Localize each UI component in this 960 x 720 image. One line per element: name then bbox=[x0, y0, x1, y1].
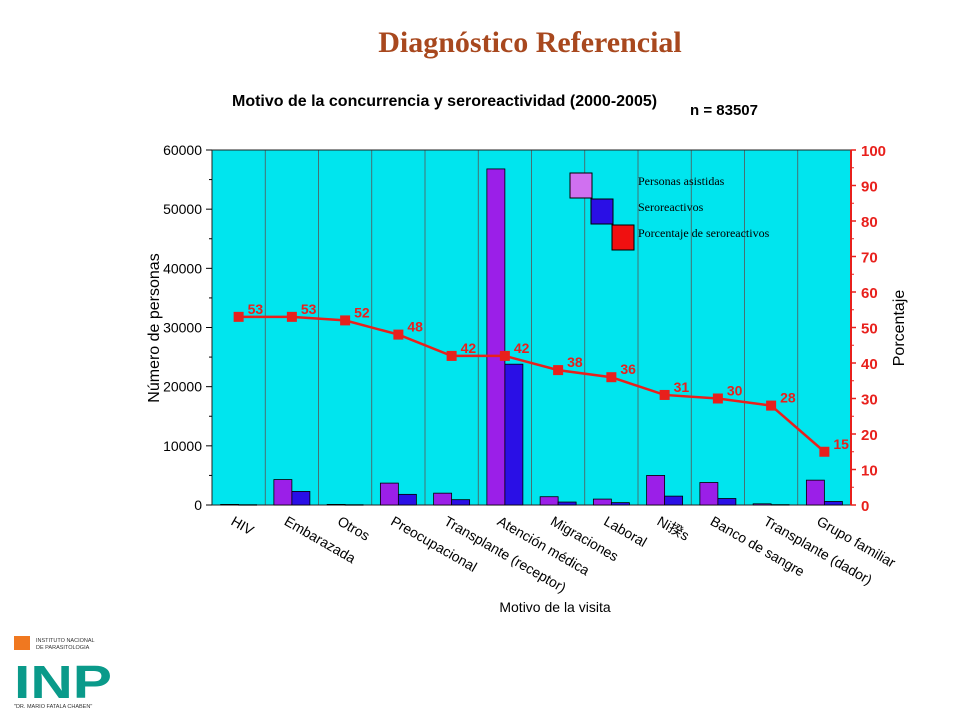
legend-swatch bbox=[611, 224, 635, 251]
bar-asistidas bbox=[220, 504, 240, 506]
percentage-marker bbox=[712, 393, 723, 404]
y2-axis-label: Porcentaje bbox=[891, 290, 908, 367]
percentage-marker bbox=[446, 350, 457, 361]
bar-asistidas bbox=[273, 479, 293, 506]
chart-plot: 0 10000 20000 30000 40000 50000 60000 0 10 20 30 40… bbox=[163, 142, 899, 596]
bar-seroreactivos bbox=[504, 363, 524, 506]
percentage-data-label: 53 bbox=[248, 301, 264, 317]
bar-asistidas bbox=[326, 504, 346, 506]
y2-tick-label: 0 bbox=[861, 498, 869, 515]
y2-tick-label: 20 bbox=[861, 427, 878, 444]
y-axis-label: Número de personas bbox=[146, 253, 163, 402]
percentage-data-label: 30 bbox=[727, 383, 743, 399]
x-axis-label: Motivo de la visita bbox=[499, 599, 610, 615]
percentage-data-label: 53 bbox=[301, 301, 317, 317]
logo-line-3: "DR. MARIO FATALA CHABEN" bbox=[14, 704, 92, 710]
sample-size: n = 83507 bbox=[690, 102, 758, 119]
y2-tick-label: 80 bbox=[861, 214, 878, 231]
logo-letters: INP bbox=[14, 656, 112, 708]
bar-seroreactivos bbox=[717, 498, 737, 506]
percentage-data-label: 42 bbox=[461, 340, 477, 356]
bar-asistidas bbox=[699, 482, 719, 506]
bar-seroreactivos bbox=[451, 499, 471, 506]
y2-tick-label: 50 bbox=[861, 321, 878, 338]
percentage-marker bbox=[606, 372, 617, 383]
percentage-marker bbox=[233, 311, 244, 322]
x-tick-label: Ni揆s bbox=[655, 513, 693, 544]
y-tick-label: 60000 bbox=[163, 142, 202, 158]
logo-square-icon bbox=[14, 636, 30, 650]
y-tick-label: 40000 bbox=[163, 260, 202, 276]
percentage-marker bbox=[393, 329, 404, 340]
bar-seroreactivos bbox=[770, 504, 790, 506]
y-tick-label: 0 bbox=[194, 497, 202, 513]
legend-swatch bbox=[569, 172, 593, 199]
y2-tick-label: 30 bbox=[861, 392, 878, 409]
y2-tick-label: 100 bbox=[861, 143, 886, 160]
percentage-data-label: 31 bbox=[674, 379, 690, 395]
percentage-data-label: 48 bbox=[407, 319, 423, 335]
percentage-marker bbox=[553, 365, 564, 376]
percentage-marker bbox=[766, 400, 777, 411]
percentage-data-label: 38 bbox=[567, 354, 583, 370]
percentage-data-label: 36 bbox=[620, 361, 636, 377]
bar-asistidas bbox=[752, 503, 772, 506]
y2-tick-label: 60 bbox=[861, 285, 878, 302]
percentage-data-label: 52 bbox=[354, 304, 370, 320]
y-tick-label: 30000 bbox=[163, 320, 202, 336]
legend-label: Seroreactivos bbox=[638, 200, 704, 214]
x-tick-label: Banco de sangre bbox=[708, 513, 808, 580]
bar-seroreactivos bbox=[344, 504, 364, 506]
bar-seroreactivos bbox=[557, 501, 577, 506]
bar-asistidas bbox=[646, 475, 666, 506]
percentage-marker bbox=[659, 389, 670, 400]
x-tick-label: HIV bbox=[229, 513, 258, 539]
chart-title: Motivo de la concurrencia y seroreactivi… bbox=[232, 93, 657, 110]
bar-seroreactivos bbox=[823, 501, 843, 506]
percentage-marker bbox=[340, 315, 351, 326]
bar-asistidas bbox=[592, 498, 612, 506]
legend-label: Porcentaje de seroreactivos bbox=[638, 226, 770, 240]
legend-label: Personas asistidas bbox=[638, 174, 725, 188]
percentage-data-label: 15 bbox=[833, 436, 849, 452]
percentage-line bbox=[238, 315, 826, 453]
bar-seroreactivos bbox=[610, 502, 630, 506]
logo-line-2: DE PARASITOLOGIA bbox=[36, 645, 90, 651]
y-tick-label: 20000 bbox=[163, 379, 202, 395]
inp-logo: INSTITUTO NACIONAL DE PARASITOLOGIA INP … bbox=[14, 636, 112, 710]
percentage-data-label: 42 bbox=[514, 340, 530, 356]
legend-swatch bbox=[590, 198, 614, 225]
percentage-data-label: 28 bbox=[780, 390, 796, 406]
percentage-marker bbox=[286, 311, 297, 322]
bar-seroreactivos bbox=[238, 504, 258, 506]
y2-tick-label: 10 bbox=[861, 463, 878, 480]
bar-seroreactivos bbox=[397, 493, 417, 506]
x-tick-label: Otros bbox=[335, 513, 373, 544]
percentage-marker bbox=[499, 350, 510, 361]
y2-tick-label: 40 bbox=[861, 356, 878, 373]
logo-line-1: INSTITUTO NACIONAL bbox=[36, 638, 95, 644]
bar-asistidas bbox=[805, 479, 825, 506]
bar-seroreactivos bbox=[664, 495, 684, 506]
bar-asistidas bbox=[539, 496, 559, 506]
y2-tick-label: 70 bbox=[861, 250, 878, 267]
y-tick-label: 10000 bbox=[163, 438, 202, 454]
bar-asistidas bbox=[433, 492, 453, 506]
bar-asistidas bbox=[379, 482, 399, 506]
y-tick-label: 50000 bbox=[163, 201, 202, 217]
page-title: Diagnóstico Referencial bbox=[378, 26, 682, 59]
percentage-marker bbox=[819, 446, 830, 457]
bar-seroreactivos bbox=[291, 490, 311, 506]
y2-tick-label: 90 bbox=[861, 179, 878, 196]
bar-asistidas bbox=[486, 168, 506, 506]
